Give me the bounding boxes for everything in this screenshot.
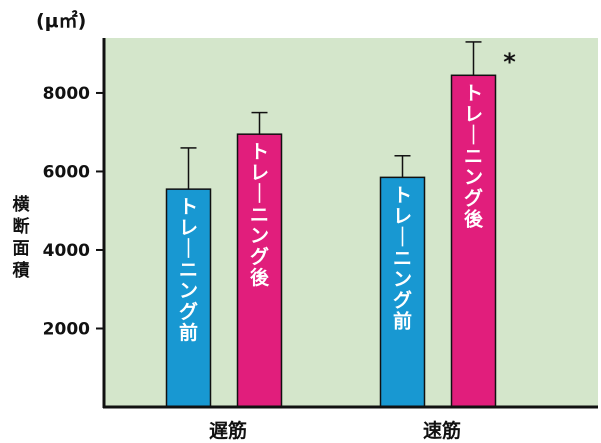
bar — [236, 133, 283, 408]
significance-marks: * — [503, 48, 516, 76]
error-bars — [180, 41, 482, 190]
y-tick-label: 6000 — [43, 162, 90, 182]
bar — [450, 74, 497, 408]
bar-label: トレ｜ニング前 — [179, 196, 198, 344]
category-label: 遅筋 — [209, 419, 247, 442]
bar-label: トレ｜ニング前 — [393, 184, 412, 332]
bars — [165, 74, 497, 408]
bar-label: トレ｜ニング後 — [250, 141, 270, 289]
y-tick-label: 8000 — [43, 84, 90, 104]
bar — [379, 176, 426, 408]
unit-label: (μ㎡) — [36, 9, 86, 32]
category-labels: 遅筋 速筋 — [209, 419, 461, 442]
significance-mark: * — [503, 48, 516, 76]
bar-label: トレ｜ニング後 — [464, 82, 484, 230]
y-axis-label: 横断面積 — [13, 194, 31, 281]
category-label: 速筋 — [423, 419, 461, 442]
y-tick-label: 2000 — [43, 319, 90, 339]
y-tick-label: 4000 — [43, 241, 90, 261]
y-axis-ticks: 2000 4000 6000 8000 — [43, 84, 104, 339]
